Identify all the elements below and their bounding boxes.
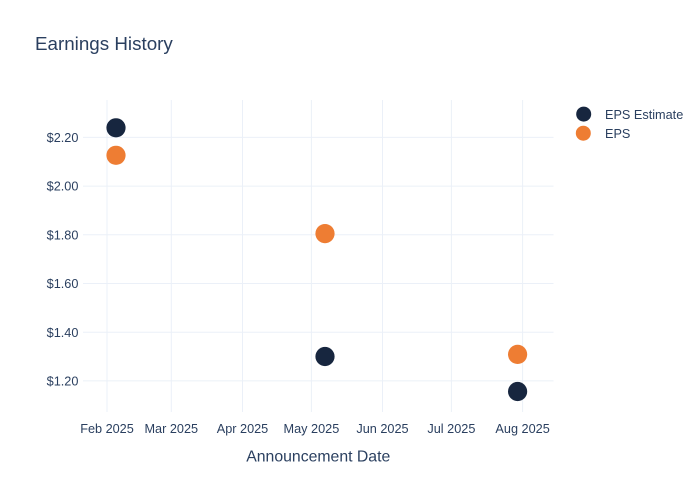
svg-text:Apr 2025: Apr 2025 bbox=[217, 422, 269, 436]
svg-text:Jun 2025: Jun 2025 bbox=[356, 422, 408, 436]
svg-text:Aug 2025: Aug 2025 bbox=[495, 422, 549, 436]
svg-text:Jul 2025: Jul 2025 bbox=[427, 422, 475, 436]
svg-text:Earnings History: Earnings History bbox=[35, 33, 173, 54]
svg-text:$1.60: $1.60 bbox=[47, 277, 79, 291]
svg-text:EPS: EPS bbox=[605, 127, 630, 141]
svg-text:EPS Estimate: EPS Estimate bbox=[605, 108, 683, 122]
svg-text:$1.40: $1.40 bbox=[47, 326, 79, 340]
svg-text:Mar 2025: Mar 2025 bbox=[144, 422, 198, 436]
svg-text:$2.00: $2.00 bbox=[47, 180, 79, 194]
svg-text:Feb 2025: Feb 2025 bbox=[80, 422, 134, 436]
svg-text:$1.20: $1.20 bbox=[47, 375, 79, 389]
svg-text:$2.20: $2.20 bbox=[47, 131, 79, 145]
svg-text:May 2025: May 2025 bbox=[284, 422, 340, 436]
svg-text:$1.80: $1.80 bbox=[47, 228, 79, 242]
svg-text:Announcement Date: Announcement Date bbox=[246, 448, 390, 465]
